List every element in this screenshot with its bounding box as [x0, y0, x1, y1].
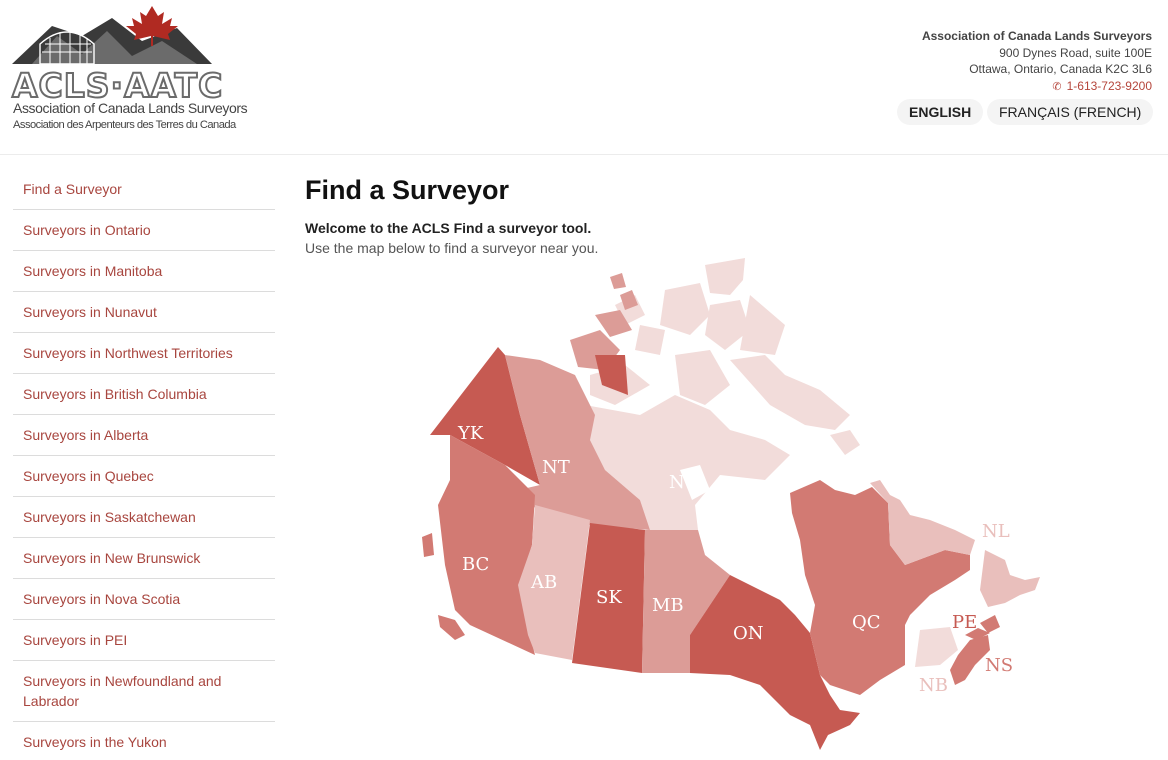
region-on[interactable] [690, 575, 860, 750]
label-on[interactable]: ON [733, 623, 764, 644]
sidebar-item-saskatchewan[interactable]: Surveyors in Saskatchewan [13, 497, 275, 538]
contact-address-line1: 900 Dynes Road, suite 100E [999, 45, 1152, 60]
label-qc[interactable]: QC [852, 612, 881, 633]
sidebar-item-alberta[interactable]: Surveyors in Alberta [13, 415, 275, 456]
region-nb[interactable] [915, 627, 958, 667]
region-nt[interactable] [505, 355, 650, 530]
intro-heading: Welcome to the ACLS Find a surveyor tool… [305, 220, 592, 236]
region-bc-island-2[interactable] [438, 615, 465, 640]
region-nt-island-4[interactable] [610, 273, 626, 289]
region-bc-island-1[interactable] [422, 533, 434, 557]
sidebar-item-ontario[interactable]: Surveyors in Ontario [13, 210, 275, 251]
region-sk[interactable] [572, 523, 645, 673]
region-nl-island[interactable] [980, 550, 1040, 607]
label-nt[interactable]: NT [542, 457, 570, 478]
label-yk[interactable]: YK [457, 423, 484, 444]
label-mb[interactable]: MB [652, 595, 684, 616]
region-nl-labrador[interactable] [870, 480, 975, 565]
contact-phone[interactable]: ✆ 1-613-723-9200 [922, 78, 1152, 96]
logo-name-en: Association of Canada Lands Surveyors [13, 100, 248, 116]
label-pe[interactable]: PE [952, 612, 977, 633]
logo-name-fr: Association des Arpenteurs des Terres du… [13, 119, 236, 131]
contact-org: Association of Canada Lands Surveyors [921, 29, 1152, 43]
contact-phone-number: 1-613-723-9200 [1066, 78, 1152, 93]
label-nu[interactable]: NU [669, 472, 700, 493]
region-pe[interactable] [965, 628, 990, 640]
hudson-bay-islands [680, 465, 710, 500]
contact-address-line2: Ottawa, Ontario, Canada K2C 3L6 [969, 62, 1152, 76]
sidebar-item-manitoba[interactable]: Surveyors in Manitoba [13, 251, 275, 292]
region-nu-islands[interactable] [590, 258, 860, 455]
region-qc[interactable] [790, 480, 970, 695]
sidebar-nav: Find a Surveyor Surveyors in Ontario Sur… [13, 170, 275, 760]
sidebar-item-nunavut[interactable]: Surveyors in Nunavut [13, 292, 275, 333]
region-yk[interactable] [430, 347, 540, 485]
contact-block: Association of Canada Lands Surveyors 90… [922, 28, 1152, 95]
language-french-button[interactable]: FRANÇAIS (FRENCH) [987, 99, 1154, 125]
region-nt-island-2[interactable] [595, 310, 632, 337]
canada-map: YK NT NU BC AB SK MB ON QC NL PE NS NB [422, 258, 1040, 750]
label-ns[interactable]: NS [985, 655, 1013, 676]
region-nt-island-3[interactable] [620, 290, 638, 310]
region-nu[interactable] [585, 395, 790, 530]
label-nb[interactable]: NB [919, 675, 948, 696]
language-english-button[interactable]: ENGLISH [897, 99, 984, 125]
region-ab[interactable] [518, 505, 590, 660]
logo-mountains-icon [12, 6, 212, 65]
label-bc[interactable]: BC [462, 554, 489, 575]
sidebar-item-yukon[interactable]: Surveyors in the Yukon [13, 722, 275, 760]
site-header: ACLS·AATC Association of Canada Lands Su… [0, 0, 1168, 155]
region-ns-cape-breton[interactable] [980, 615, 1000, 633]
sidebar-item-new-brunswick[interactable]: Surveyors in New Brunswick [13, 538, 275, 579]
sidebar-item-nova-scotia[interactable]: Surveyors in Nova Scotia [13, 579, 275, 620]
main-content: Find a Surveyor Welcome to the ACLS Find… [305, 170, 1155, 258]
sidebar-item-british-columbia[interactable]: Surveyors in British Columbia [13, 374, 275, 415]
label-nl[interactable]: NL [982, 521, 1010, 542]
sidebar-item-quebec[interactable]: Surveyors in Quebec [13, 456, 275, 497]
sidebar-item-newfoundland-labrador[interactable]: Surveyors in Newfoundland and Labrador [13, 661, 275, 722]
sidebar-item-northwest-territories[interactable]: Surveyors in Northwest Territories [13, 333, 275, 374]
sidebar-item-pei[interactable]: Surveyors in PEI [13, 620, 275, 661]
label-sk[interactable]: SK [596, 587, 622, 608]
sidebar-item-find-a-surveyor[interactable]: Find a Surveyor [13, 170, 275, 210]
region-nu-southampton[interactable] [595, 355, 628, 395]
logo-wordmark: ACLS·AATC [11, 65, 224, 106]
acls-logo[interactable]: ACLS·AATC Association of Canada Lands Su… [11, 6, 248, 136]
page-title: Find a Surveyor [305, 175, 510, 205]
region-bc[interactable] [438, 435, 535, 655]
region-ns[interactable] [950, 635, 990, 685]
region-mb[interactable] [642, 530, 730, 673]
phone-icon: ✆ [1052, 80, 1062, 93]
label-ab[interactable]: AB [530, 572, 557, 593]
intro-text: Use the map below to find a surveyor nea… [305, 240, 599, 256]
